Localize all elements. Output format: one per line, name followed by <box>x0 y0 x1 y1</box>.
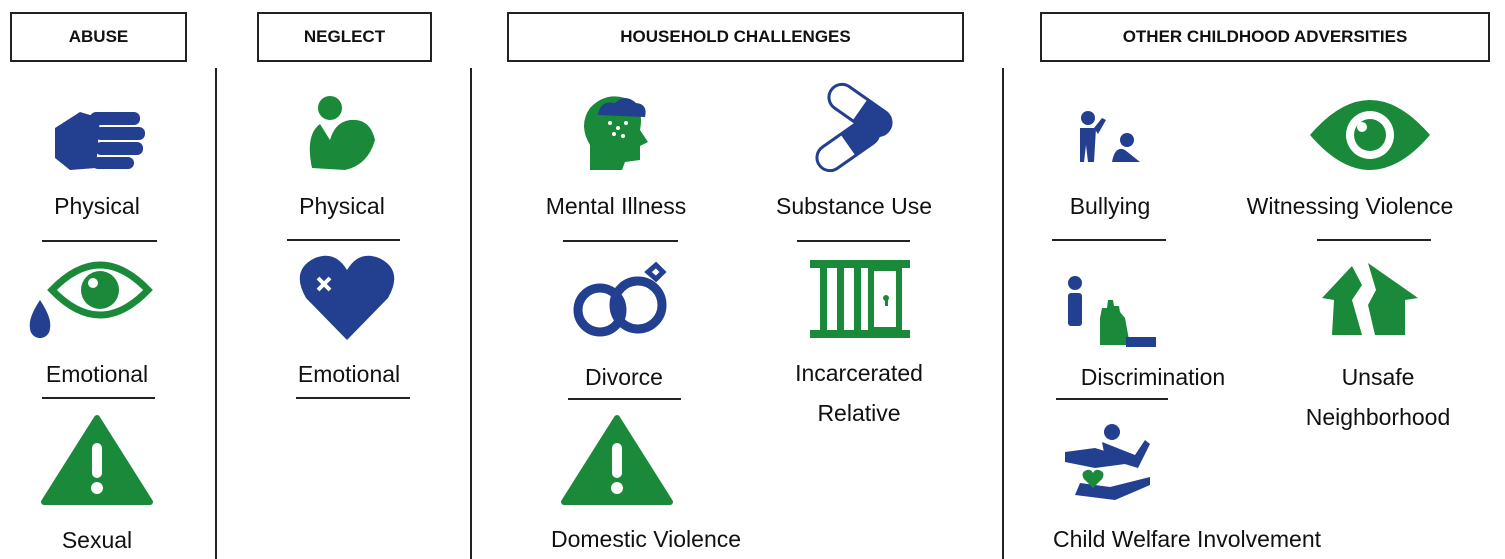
tear-eye-icon <box>29 261 153 338</box>
item-label: Physical <box>299 193 385 219</box>
heart-icon <box>299 255 395 340</box>
item-label: Bullying <box>1069 193 1151 219</box>
item-label: Domestic Violence <box>550 526 742 552</box>
item-label: Substance Use <box>776 193 932 219</box>
item-label: Mental Illness <box>545 193 687 219</box>
dividers <box>42 68 1431 559</box>
broken-house-icon <box>1322 263 1418 335</box>
section-header: ABUSE <box>10 12 187 62</box>
item-label: Child Welfare Involvement <box>1053 526 1322 552</box>
item-label: Incarcerated Relative <box>795 360 923 426</box>
jail-icon <box>810 260 910 338</box>
item-label: Physical <box>54 193 140 219</box>
rings-icon <box>573 261 667 337</box>
warning-icon <box>41 415 673 505</box>
section-header: NEGLECT <box>257 12 432 62</box>
child-welfare-icon <box>1065 424 1150 500</box>
section-header: OTHER CHILDHOOD ADVERSITIES <box>1040 12 1490 62</box>
discrimination-icon <box>1068 276 1156 347</box>
item-label: Discrimination <box>1080 364 1226 390</box>
hugging-child-icon <box>309 96 375 170</box>
fist-icon <box>55 112 145 170</box>
item-label: Emotional <box>45 361 149 387</box>
item-label: Witnessing Violence <box>1246 193 1454 219</box>
item-label: Divorce <box>585 364 663 390</box>
big-eye-icon <box>1310 100 1430 170</box>
bullying-icon <box>1080 111 1140 162</box>
item-label: Emotional <box>297 361 401 387</box>
item-label: Sexual <box>61 527 133 553</box>
item-label: Unsafe Neighborhood <box>1305 364 1451 430</box>
section-header: HOUSEHOLD CHALLENGES <box>507 12 964 62</box>
pills-icon <box>815 82 893 173</box>
mental-illness-icon <box>584 96 648 170</box>
